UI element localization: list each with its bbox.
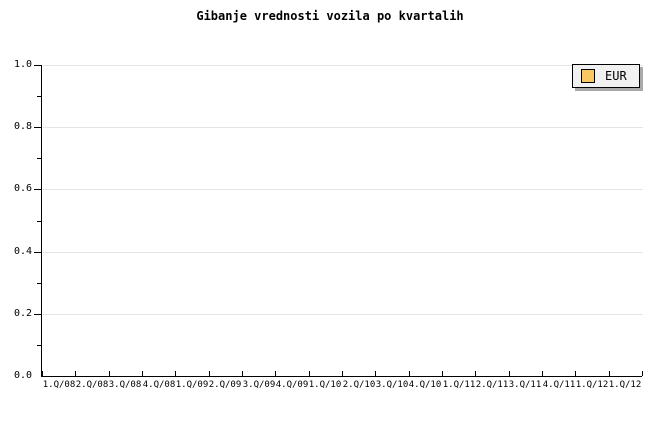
y-axis-minor-tick — [37, 158, 41, 159]
y-tick-label: 0.2 — [13, 308, 32, 319]
x-axis-tick — [509, 371, 510, 376]
y-axis-minor-tick — [37, 345, 41, 346]
chart-title: Gibanje vrednosti vozila po kvartalih — [196, 9, 464, 23]
y-tick-label: 0.4 — [13, 246, 32, 257]
y-tick-label: 0.8 — [13, 121, 32, 132]
y-axis-minor-tick — [37, 221, 41, 222]
x-tick-label: 3.Q/09 — [242, 380, 276, 390]
x-axis-tick — [475, 371, 476, 376]
x-tick-label: 3.Q/10 — [375, 380, 409, 390]
x-axis-tick — [209, 371, 210, 376]
x-tick-label: 1.Q/12 — [608, 380, 642, 390]
x-tick-label: 2.Q/10 — [342, 380, 376, 390]
y-axis-minor-tick — [37, 283, 41, 284]
x-axis-tick — [142, 371, 143, 376]
gridline — [43, 314, 643, 315]
y-tick-label: 0.6 — [13, 183, 32, 194]
y-axis-major-tick — [34, 65, 41, 66]
y-tick-label: 1.0 — [13, 59, 32, 70]
x-tick-label: 4.Q/08 — [142, 380, 176, 390]
y-axis-minor-tick — [37, 96, 41, 97]
x-tick-label: 4.Q/11 — [542, 380, 576, 390]
gridline — [43, 252, 643, 253]
y-axis-major-tick — [34, 252, 41, 253]
gridline — [43, 127, 643, 128]
gridline — [43, 189, 643, 190]
x-axis-tick — [75, 371, 76, 376]
y-tick-label: 0.0 — [13, 370, 32, 381]
x-axis-tick — [409, 371, 410, 376]
x-tick-label: 3.Q/08 — [108, 380, 142, 390]
x-axis-tick — [609, 371, 610, 376]
y-axis-major-tick — [34, 314, 41, 315]
gridline — [43, 65, 643, 66]
x-tick-label: 2.Q/11 — [475, 380, 509, 390]
legend-swatch-eur — [581, 69, 595, 83]
legend-label: EUR — [605, 69, 627, 83]
x-axis-tick — [575, 371, 576, 376]
x-axis-tick — [375, 371, 376, 376]
x-axis-tick — [175, 371, 176, 376]
x-tick-label: 1.Q/09 — [175, 380, 209, 390]
x-tick-label: 1.Q/12 — [575, 380, 609, 390]
x-axis-tick — [642, 371, 643, 376]
x-axis-tick — [275, 371, 276, 376]
x-tick-label: 1.Q/08 — [42, 380, 76, 390]
plot-area — [41, 65, 643, 377]
y-axis-major-tick — [34, 189, 41, 190]
x-axis-tick — [109, 371, 110, 376]
y-axis-major-tick — [34, 127, 41, 128]
x-axis-tick — [442, 371, 443, 376]
x-tick-label: 4.Q/09 — [275, 380, 309, 390]
x-tick-label: 3.Q/11 — [508, 380, 542, 390]
x-tick-label: 1.Q/10 — [308, 380, 342, 390]
x-axis-tick — [242, 371, 243, 376]
x-axis-tick — [42, 371, 43, 376]
x-axis-tick — [542, 371, 543, 376]
legend: EUR — [572, 64, 640, 88]
x-tick-label: 1.Q/11 — [442, 380, 476, 390]
x-axis-tick — [309, 371, 310, 376]
x-tick-label: 2.Q/08 — [75, 380, 109, 390]
x-tick-label: 2.Q/09 — [208, 380, 242, 390]
x-axis-tick — [342, 371, 343, 376]
x-tick-label: 4.Q/10 — [408, 380, 442, 390]
